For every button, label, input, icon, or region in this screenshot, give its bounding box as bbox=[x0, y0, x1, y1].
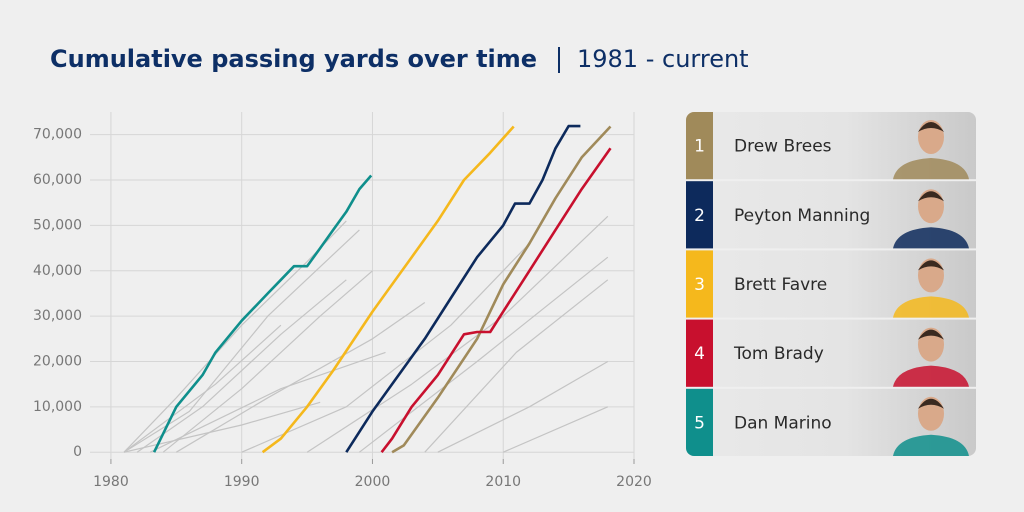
player-photo-body bbox=[893, 365, 969, 387]
x-tick-label: 1990 bbox=[224, 474, 260, 490]
chart-title: Cumulative passing yards over time bbox=[50, 45, 537, 73]
y-tick-label: 70,000 bbox=[33, 127, 82, 143]
y-tick-label: 50,000 bbox=[33, 217, 82, 233]
line-series bbox=[359, 256, 609, 453]
player-photo-hair bbox=[918, 191, 944, 202]
legend-label: Dan Marino bbox=[734, 413, 832, 433]
line-series bbox=[123, 401, 321, 453]
line-series bbox=[345, 124, 581, 453]
line-series bbox=[424, 279, 609, 453]
x-tick-label: 2010 bbox=[485, 474, 521, 490]
y-tick-label: 30,000 bbox=[33, 308, 82, 324]
legend-label: Drew Brees bbox=[734, 137, 832, 157]
y-tick-label: 10,000 bbox=[33, 399, 82, 415]
line-series bbox=[175, 302, 426, 453]
legend-label: Tom Brady bbox=[733, 344, 824, 364]
legend: 1 Drew Brees 2 Peyton Manning 3 Brett Favre 4 T… bbox=[686, 112, 976, 456]
y-tick-label: 20,000 bbox=[33, 353, 82, 369]
player-photo-body bbox=[893, 434, 969, 456]
line-series bbox=[123, 324, 282, 453]
x-tick-label: 1980 bbox=[93, 474, 129, 490]
x-tick-label: 2000 bbox=[355, 474, 391, 490]
line-series bbox=[391, 125, 612, 454]
player-photo-body bbox=[893, 227, 969, 249]
line-series bbox=[152, 174, 373, 453]
legend-swatch bbox=[686, 250, 713, 318]
legend-swatch bbox=[686, 319, 713, 387]
legend-swatch bbox=[686, 112, 713, 180]
plot-area: 0 10,000 20,000 30,000 40,000 50,000 60,000 70,… bbox=[33, 112, 652, 490]
player-photo-body bbox=[893, 158, 969, 180]
player-photo-hair bbox=[918, 260, 944, 271]
y-tick-label: 40,000 bbox=[33, 263, 82, 279]
line-series bbox=[123, 229, 360, 453]
chart-subtitle: 1981 - current bbox=[577, 45, 749, 73]
legend-rows: 1 Drew Brees 2 Peyton Manning 3 Brett Favre 4 T… bbox=[686, 112, 976, 456]
legend-rank: 1 bbox=[694, 137, 705, 157]
legend-rank: 2 bbox=[694, 206, 705, 226]
y-tick-label: 0 bbox=[73, 444, 82, 460]
y-tick-label: 60,000 bbox=[33, 172, 82, 188]
line-series bbox=[306, 215, 609, 453]
legend-rank: 4 bbox=[694, 344, 705, 364]
legend-swatch bbox=[686, 388, 713, 456]
legend-label: Brett Favre bbox=[734, 275, 827, 295]
legend-label: Peyton Manning bbox=[734, 206, 870, 226]
line-series bbox=[162, 270, 373, 453]
player-photo-body bbox=[893, 296, 969, 318]
player-photo-hair bbox=[918, 122, 944, 132]
legend-rank: 5 bbox=[694, 413, 705, 433]
line-series bbox=[241, 243, 530, 453]
x-tick-label: 2020 bbox=[616, 474, 652, 490]
line-series bbox=[149, 351, 386, 453]
line-series bbox=[502, 406, 609, 453]
player-photo-hair bbox=[918, 398, 944, 409]
player-photo-hair bbox=[918, 329, 944, 340]
legend-swatch bbox=[686, 181, 713, 249]
line-series bbox=[261, 125, 515, 454]
line-series bbox=[380, 147, 612, 453]
line-series bbox=[437, 360, 609, 453]
legend-rank: 3 bbox=[694, 275, 705, 295]
line-series bbox=[136, 279, 347, 453]
